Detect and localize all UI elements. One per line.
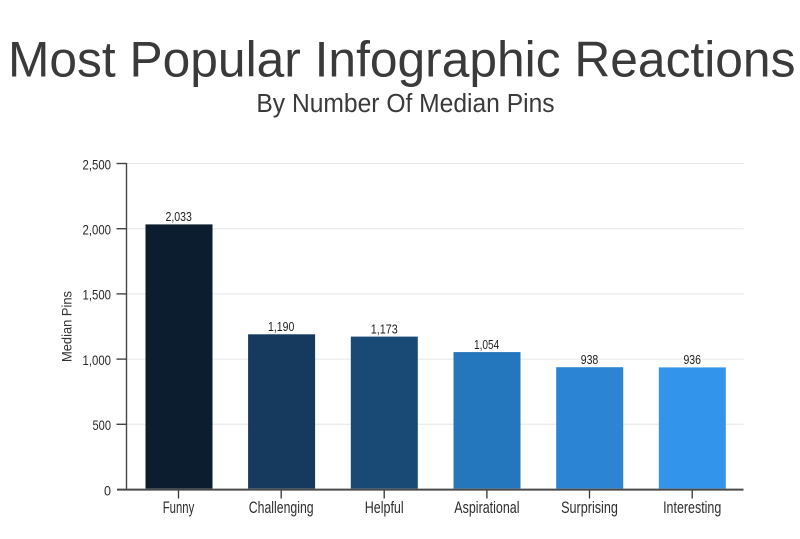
svg-text:936: 936 (683, 353, 701, 367)
svg-text:2,000: 2,000 (83, 222, 112, 237)
svg-text:1,190: 1,190 (268, 320, 294, 334)
svg-text:Funny: Funny (163, 499, 195, 517)
svg-text:Interesting: Interesting (663, 499, 721, 517)
svg-text:938: 938 (581, 353, 599, 367)
svg-text:Surprising: Surprising (561, 499, 618, 517)
svg-text:500: 500 (93, 418, 112, 433)
svg-text:Median Pins: Median Pins (60, 291, 75, 362)
svg-text:2,033: 2,033 (165, 210, 192, 224)
svg-text:Most Popular Infographic React: Most Popular Infographic Reactions (8, 31, 796, 88)
svg-text:2,500: 2,500 (83, 157, 112, 172)
svg-text:Helpful: Helpful (365, 499, 404, 517)
svg-text:0: 0 (104, 483, 111, 498)
svg-text:By Number Of Median Pins: By Number Of Median Pins (256, 90, 554, 118)
svg-text:Challenging: Challenging (249, 499, 314, 517)
svg-text:Aspirational: Aspirational (454, 499, 519, 517)
svg-text:1,054: 1,054 (474, 338, 499, 352)
svg-text:1,173: 1,173 (371, 322, 398, 336)
svg-text:1,500: 1,500 (83, 288, 112, 303)
svg-text:1,000: 1,000 (83, 353, 112, 368)
